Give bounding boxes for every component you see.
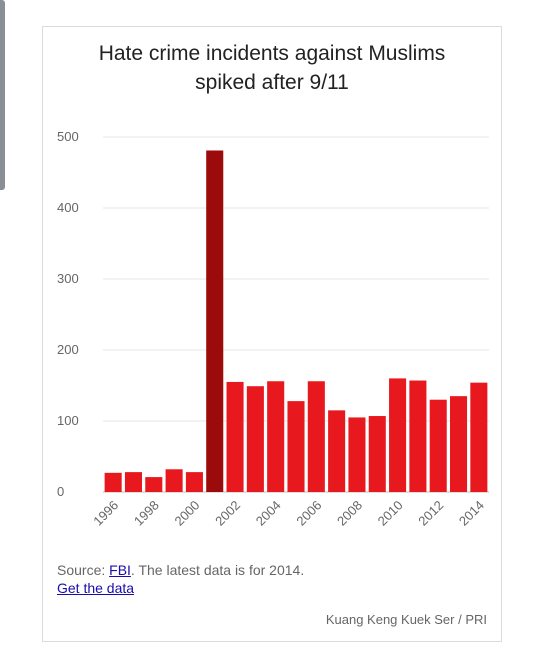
y-tick-label: 500 bbox=[57, 129, 79, 144]
get-data-line: Get the data bbox=[57, 580, 134, 596]
chart-title: Hate crime incidents against Muslims spi… bbox=[98, 42, 446, 94]
x-tick-label: 2002 bbox=[212, 498, 243, 529]
bar-2007 bbox=[328, 410, 346, 492]
source-link[interactable]: FBI bbox=[109, 562, 131, 578]
x-tick-label: 2014 bbox=[456, 498, 487, 529]
x-tick-label: 2012 bbox=[415, 498, 446, 529]
y-tick-label: 300 bbox=[57, 271, 79, 286]
bar-1996 bbox=[104, 472, 122, 492]
bar-1998 bbox=[145, 477, 163, 492]
x-tick-label: 2008 bbox=[334, 498, 365, 529]
bar-2008 bbox=[348, 417, 366, 492]
bar-2005 bbox=[287, 401, 305, 492]
bar-2002 bbox=[226, 381, 244, 492]
get-data-link[interactable]: Get the data bbox=[57, 580, 135, 596]
bar-2014 bbox=[470, 382, 488, 492]
y-tick-label: 0 bbox=[57, 484, 64, 499]
credit-text: Kuang Keng Kuek Ser / PRI bbox=[325, 612, 487, 627]
bar-2009 bbox=[368, 416, 386, 492]
bar-2012 bbox=[429, 399, 447, 492]
bar-1997 bbox=[124, 472, 143, 492]
bar-2003 bbox=[246, 386, 264, 492]
source-prefix: Source: bbox=[57, 562, 110, 578]
bar-2001 bbox=[206, 150, 224, 492]
x-tick-label: 1996 bbox=[90, 498, 121, 529]
bar-1999 bbox=[165, 469, 183, 492]
x-tick-label: 2004 bbox=[253, 498, 284, 529]
y-tick-label: 100 bbox=[57, 413, 79, 428]
y-tick-label: 400 bbox=[57, 200, 79, 215]
chart-card: Hate crime incidents against Muslims spi… bbox=[42, 26, 502, 642]
x-tick-label: 2010 bbox=[375, 498, 406, 529]
x-tick-label: 2000 bbox=[171, 498, 202, 529]
x-tick-label: 1998 bbox=[131, 498, 162, 529]
source-suffix: . The latest data is for 2014. bbox=[130, 562, 305, 578]
bar-2004 bbox=[267, 381, 285, 492]
bar-2000 bbox=[185, 472, 203, 492]
bar-chart: 0 100 200 300 400 500 1996 1998 2000 2002 2004 2006… bbox=[57, 129, 489, 529]
scrollbar-edge bbox=[0, 0, 5, 190]
bar-2013 bbox=[449, 396, 468, 492]
bar-2010 bbox=[389, 378, 407, 492]
bar-2011 bbox=[409, 380, 427, 492]
y-tick-label: 200 bbox=[57, 342, 79, 357]
bar-2006 bbox=[307, 381, 325, 492]
source-line: Source: FBI. The latest data is for 2014… bbox=[57, 562, 304, 578]
x-tick-label: 2006 bbox=[293, 498, 324, 529]
